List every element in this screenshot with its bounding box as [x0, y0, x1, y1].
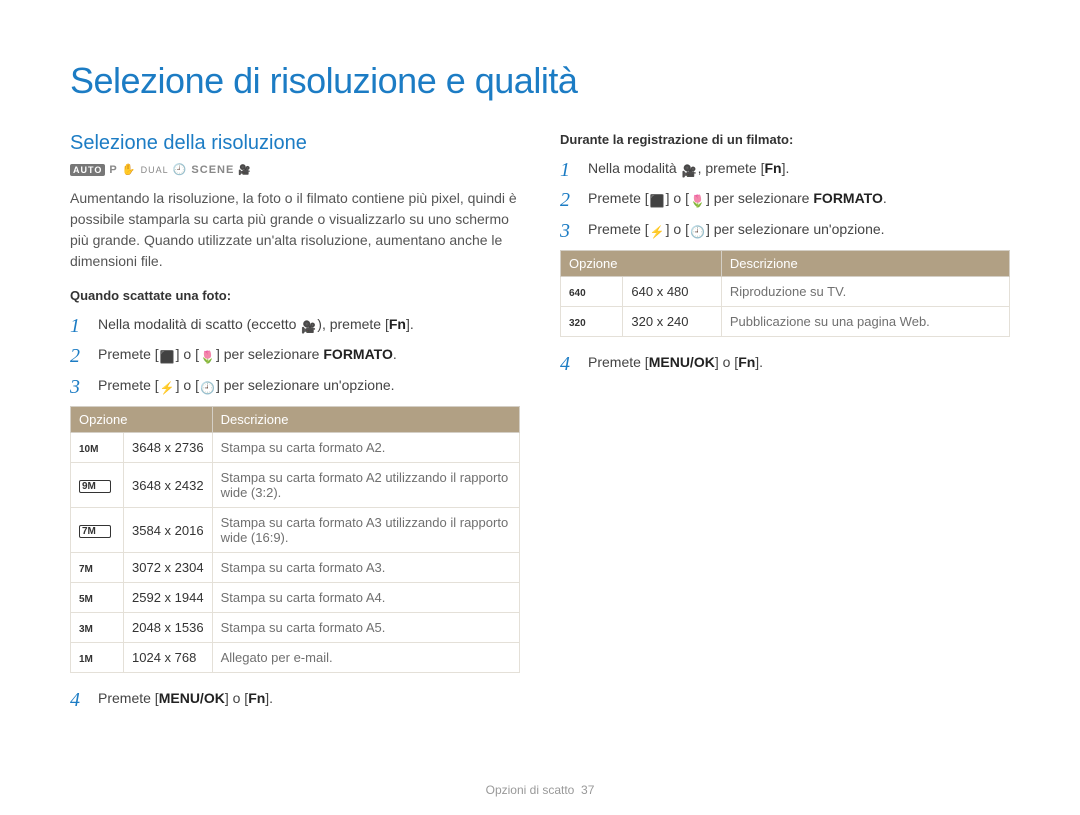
resolution-value: 640 x 480: [623, 277, 721, 307]
size-badge: 7M: [79, 525, 111, 538]
section-subtitle: Selezione della risoluzione: [70, 132, 520, 155]
table-row: 1M 1024 x 768Allegato per e-mail.: [71, 643, 520, 673]
footer-chapter: Opzioni di scatto: [486, 783, 575, 797]
table-row: 10M 3648 x 2736Stampa su carta formato A2…: [71, 433, 520, 463]
page-container: Selezione di risoluzione e qualità Selez…: [0, 0, 1080, 815]
photo-steps: Nella modalità di scatto (eccetto 🎥), pr…: [70, 313, 520, 396]
photo-th-option: Opzione: [71, 407, 213, 433]
footer-page-number: 37: [581, 783, 594, 797]
size-badge: 9M: [79, 480, 111, 493]
option-badge-cell: 10M: [71, 433, 124, 463]
table-row: 640 640 x 480Riproduzione su TV.: [561, 277, 1010, 307]
option-badge-cell: 7M: [71, 553, 124, 583]
description-cell: Stampa su carta formato A2 utilizzando i…: [212, 463, 519, 508]
photo-step-2: Premete [⬛] o [🌷] per selezionare FORMAT…: [70, 343, 520, 365]
intro-paragraph: Aumentando la risoluzione, la foto o il …: [70, 188, 520, 272]
table-row: 320 320 x 240Pubblicazione su una pagina …: [561, 307, 1010, 337]
resolution-value: 3648 x 2736: [124, 433, 213, 463]
video-step-1: Nella modalità 🎥, premete [Fn].: [560, 157, 1010, 179]
video-heading: Durante la registrazione di un filmato:: [560, 132, 1010, 147]
video-th-option: Opzione: [561, 251, 722, 277]
right-column: Durante la registrazione di un filmato: …: [560, 132, 1010, 720]
option-badge-cell: 5M: [71, 583, 124, 613]
description-cell: Stampa su carta formato A3 utilizzando i…: [212, 508, 519, 553]
size-badge: 7M: [79, 564, 105, 575]
video-step-2: Premete [⬛] o [🌷] per selezionare FORMAT…: [560, 187, 1010, 209]
table-row: 9M 3648 x 2432Stampa su carta formato A2 …: [71, 463, 520, 508]
page-footer: Opzioni di scatto 37: [0, 783, 1080, 797]
video-steps-cont: Premete [MENU/OK] o [Fn].: [560, 351, 1010, 373]
resolution-value: 1024 x 768: [124, 643, 213, 673]
photo-step-1: Nella modalità di scatto (eccetto 🎥), pr…: [70, 313, 520, 335]
video-resolution-table: Opzione Descrizione 640 640 x 480Riproduz…: [560, 250, 1010, 337]
size-badge: 3M: [79, 624, 105, 635]
video-step-4: Premete [MENU/OK] o [Fn].: [560, 351, 1010, 373]
size-badge: 640: [569, 288, 595, 299]
option-badge-cell: 3M: [71, 613, 124, 643]
description-cell: Stampa su carta formato A4.: [212, 583, 519, 613]
description-cell: Stampa su carta formato A2.: [212, 433, 519, 463]
photo-step-4: Premete [MENU/OK] o [Fn].: [70, 687, 520, 709]
size-badge: 1M: [79, 654, 105, 665]
description-cell: Stampa su carta formato A5.: [212, 613, 519, 643]
photo-heading: Quando scattate una foto:: [70, 288, 520, 303]
description-cell: Allegato per e-mail.: [212, 643, 519, 673]
size-badge: 320: [569, 318, 595, 329]
video-table-body: 640 640 x 480Riproduzione su TV. 320 320 x …: [561, 277, 1010, 337]
resolution-value: 2592 x 1944: [124, 583, 213, 613]
video-steps: Nella modalità 🎥, premete [Fn]. Premete …: [560, 157, 1010, 240]
resolution-value: 3648 x 2432: [124, 463, 213, 508]
photo-step-3: Premete [⚡] o [🕘] per selezionare un'opz…: [70, 374, 520, 396]
option-badge-cell: 9M: [71, 463, 124, 508]
resolution-value: 320 x 240: [623, 307, 721, 337]
resolution-value: 3072 x 2304: [124, 553, 213, 583]
size-badge: 10M: [79, 444, 105, 455]
photo-table-body: 10M 3648 x 2736Stampa su carta formato A2…: [71, 433, 520, 673]
description-cell: Riproduzione su TV.: [721, 277, 1009, 307]
photo-th-desc: Descrizione: [212, 407, 519, 433]
size-badge: 5M: [79, 594, 105, 605]
table-row: 7M 3072 x 2304Stampa su carta formato A3.: [71, 553, 520, 583]
video-th-desc: Descrizione: [721, 251, 1009, 277]
table-row: 7M 3584 x 2016Stampa su carta formato A3 …: [71, 508, 520, 553]
columns-wrapper: Selezione della risoluzione AUTO P ✋ DUA…: [70, 132, 1010, 720]
left-column: Selezione della risoluzione AUTO P ✋ DUA…: [70, 132, 520, 720]
resolution-value: 2048 x 1536: [124, 613, 213, 643]
option-badge-cell: 640: [561, 277, 623, 307]
page-title: Selezione di risoluzione e qualità: [70, 60, 1010, 102]
description-cell: Stampa su carta formato A3.: [212, 553, 519, 583]
option-badge-cell: 7M: [71, 508, 124, 553]
photo-resolution-table: Opzione Descrizione 10M3648 x 2736Stampa…: [70, 406, 520, 673]
table-row: 3M 2048 x 1536Stampa su carta formato A5.: [71, 613, 520, 643]
video-step-3: Premete [⚡] o [🕘] per selezionare un'opz…: [560, 218, 1010, 240]
option-badge-cell: 1M: [71, 643, 124, 673]
photo-steps-cont: Premete [MENU/OK] o [Fn].: [70, 687, 520, 709]
resolution-value: 3584 x 2016: [124, 508, 213, 553]
description-cell: Pubblicazione su una pagina Web.: [721, 307, 1009, 337]
mode-icons-row: AUTO P ✋ DUAL 🕘 SCENE: [70, 163, 520, 176]
table-row: 5M 2592 x 1944Stampa su carta formato A4.: [71, 583, 520, 613]
option-badge-cell: 320: [561, 307, 623, 337]
